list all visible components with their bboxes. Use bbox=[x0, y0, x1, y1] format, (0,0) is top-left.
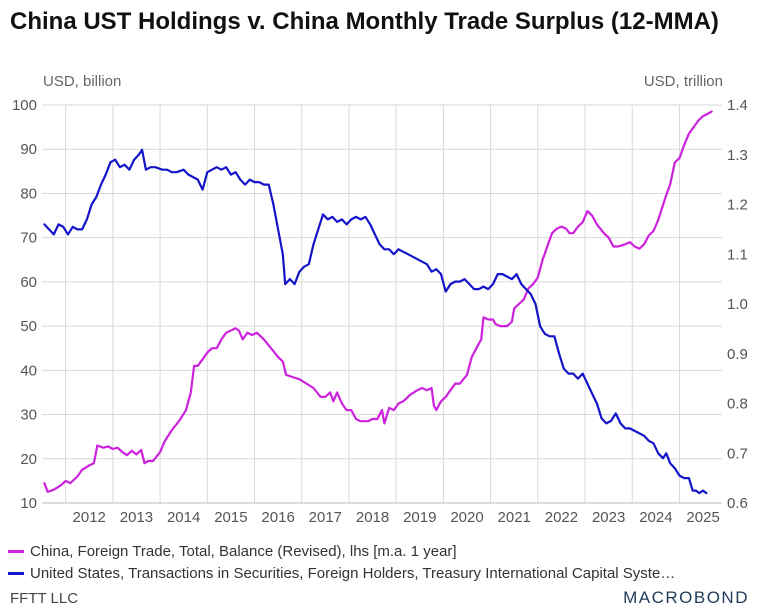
chart-title: China UST Holdings v. China Monthly Trad… bbox=[10, 8, 719, 35]
y-right-tick-label: 0.6 bbox=[727, 495, 748, 512]
brand-logo: MACROBOND bbox=[623, 588, 749, 607]
gridlines bbox=[42, 104, 722, 504]
y-left-tick-label: 10 bbox=[20, 495, 37, 512]
x-tick-label: 2020 bbox=[450, 509, 483, 526]
right-axis-unit-label: USD, trillion bbox=[643, 73, 723, 90]
legend: China, Foreign Trade, Total, Balance (Re… bbox=[8, 540, 756, 584]
x-tick-label: 2015 bbox=[214, 509, 247, 526]
y-left-tick-label: 90 bbox=[20, 141, 37, 158]
y-right-tick-label: 0.7 bbox=[727, 445, 748, 462]
series-line-trade-balance bbox=[43, 110, 713, 493]
y-left-tick-label: 30 bbox=[20, 407, 37, 424]
legend-label-trade-balance: China, Foreign Trade, Total, Balance (Re… bbox=[30, 542, 457, 560]
x-tick-label: 2023 bbox=[592, 509, 625, 526]
left-axis-unit-label: USD, billion bbox=[43, 73, 122, 90]
x-tick-label: 2014 bbox=[167, 509, 200, 526]
y-left-tick-label: 20 bbox=[20, 451, 37, 468]
y-right-tick-label: 0.8 bbox=[727, 396, 748, 413]
y-left-tick-label: 50 bbox=[20, 318, 37, 335]
x-tick-label: 2017 bbox=[309, 509, 342, 526]
legend-item-trade-balance: China, Foreign Trade, Total, Balance (Re… bbox=[8, 540, 756, 562]
x-tick-label: 2012 bbox=[73, 509, 106, 526]
x-tick-label: 2025 bbox=[686, 509, 719, 526]
y-right-tick-label: 1.1 bbox=[727, 246, 748, 263]
axes: 10 20 30 40 50 60 70 80 90 100 0.6 0.7 0.8 0.9 1.0 1.1 1… bbox=[12, 97, 748, 526]
y-left-tick-label: 70 bbox=[20, 230, 37, 247]
series-lines bbox=[43, 110, 713, 495]
y-right-tick-label: 1.3 bbox=[727, 147, 748, 164]
line-chart: 10 20 30 40 50 60 70 80 90 100 0.6 0.7 0.8 0.9 1.0 1.1 1… bbox=[12, 97, 748, 526]
y-right-tick-label: 1.4 bbox=[727, 97, 748, 114]
x-tick-label: 2019 bbox=[403, 509, 436, 526]
y-left-tick-label: 100 bbox=[12, 97, 37, 114]
x-tick-label: 2016 bbox=[261, 509, 294, 526]
y-left-tick-label: 80 bbox=[20, 185, 37, 202]
x-tick-label: 2013 bbox=[120, 509, 153, 526]
x-tick-label: 2024 bbox=[639, 509, 672, 526]
x-tick-label: 2022 bbox=[545, 509, 578, 526]
x-tick-label: 2018 bbox=[356, 509, 389, 526]
y-right-tick-label: 1.2 bbox=[727, 197, 748, 214]
legend-label-ust-holdings: United States, Transactions in Securitie… bbox=[30, 564, 676, 582]
legend-swatch-ust-holdings bbox=[8, 571, 24, 575]
y-right-tick-label: 1.0 bbox=[727, 296, 748, 313]
source-credit: FFTT LLC bbox=[10, 590, 79, 607]
y-left-tick-label: 40 bbox=[20, 362, 37, 379]
y-right-tick-label: 0.9 bbox=[727, 346, 748, 363]
legend-swatch-trade-balance bbox=[8, 549, 24, 553]
x-tick-label: 2021 bbox=[498, 509, 531, 526]
series-line-ust-holdings bbox=[43, 148, 708, 495]
legend-item-ust-holdings: United States, Transactions in Securitie… bbox=[8, 562, 756, 584]
y-left-tick-label: 60 bbox=[20, 274, 37, 291]
